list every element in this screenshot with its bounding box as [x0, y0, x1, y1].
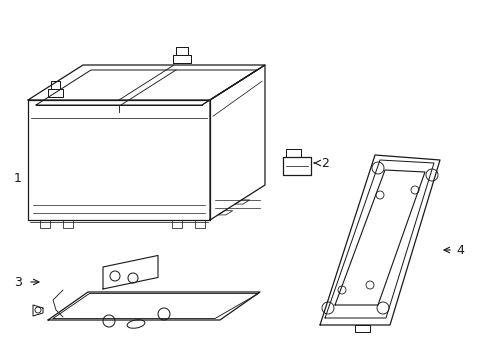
Text: 4: 4 [455, 243, 463, 257]
Text: 2: 2 [321, 157, 328, 170]
Text: 3: 3 [14, 275, 22, 288]
Text: 1: 1 [14, 171, 22, 185]
